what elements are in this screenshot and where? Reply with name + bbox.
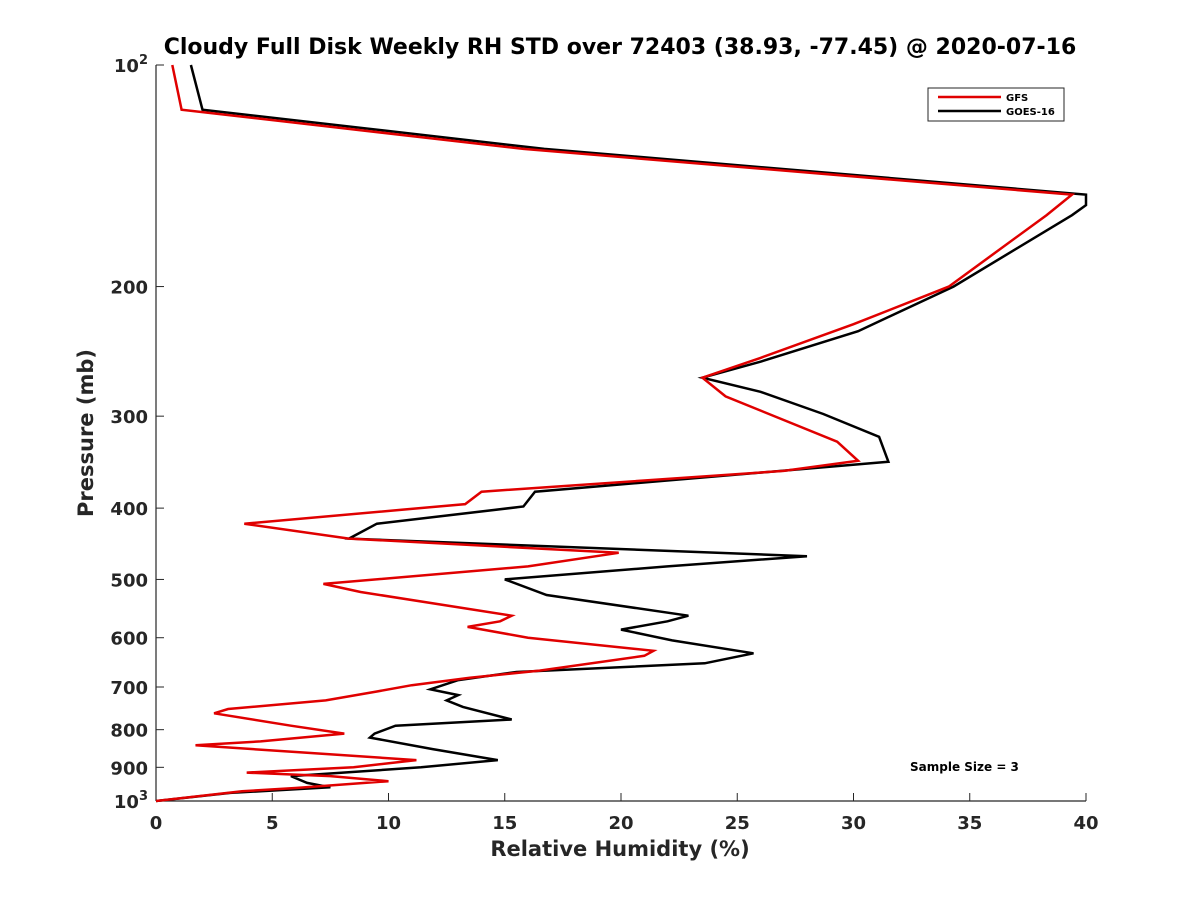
y-tick-label: 700 <box>110 678 148 699</box>
x-tick-label: 10 <box>376 813 401 834</box>
legend-label: GFS <box>1006 93 1028 104</box>
sample-size-annotation: Sample Size = 3 <box>910 760 1019 774</box>
legend-box <box>927 87 1065 122</box>
y-tick-label: 500 <box>110 570 148 591</box>
x-tick-label: 30 <box>841 813 866 834</box>
y-tick-label: 103 <box>114 789 148 813</box>
chart-title: Cloudy Full Disk Weekly RH STD over 7240… <box>164 35 1077 60</box>
y-tick-label: 600 <box>110 629 148 650</box>
x-tick-label: 15 <box>492 813 517 834</box>
series-line-goes-16 <box>155 64 1088 803</box>
x-tick-label: 25 <box>725 813 750 834</box>
y-tick-label: 102 <box>114 53 148 77</box>
plot-axes: 0 5 10 15 20 25 30 35 40 102 200 300 400 500 600 700 800… <box>110 53 1098 834</box>
x-tick-label: 0 <box>150 813 163 834</box>
y-tick-label: 300 <box>110 407 148 428</box>
y-tick-label: 400 <box>110 499 148 520</box>
y-tick-label: 800 <box>110 721 148 742</box>
series-layer <box>155 64 1088 803</box>
legend-label: GOES-16 <box>1006 107 1055 118</box>
y-axis-label: Pressure (mb) <box>74 349 98 517</box>
legend: GFS GOES-16 <box>927 87 1065 122</box>
series-line-gfs <box>155 64 1076 803</box>
x-tick-label: 40 <box>1073 813 1098 834</box>
x-tick-label: 35 <box>957 813 982 834</box>
y-tick-label: 200 <box>110 278 148 299</box>
x-axis-label: Relative Humidity (%) <box>490 837 749 861</box>
x-tick-label: 5 <box>266 813 279 834</box>
x-tick-label: 20 <box>608 813 633 834</box>
y-tick-label: 900 <box>110 758 148 779</box>
